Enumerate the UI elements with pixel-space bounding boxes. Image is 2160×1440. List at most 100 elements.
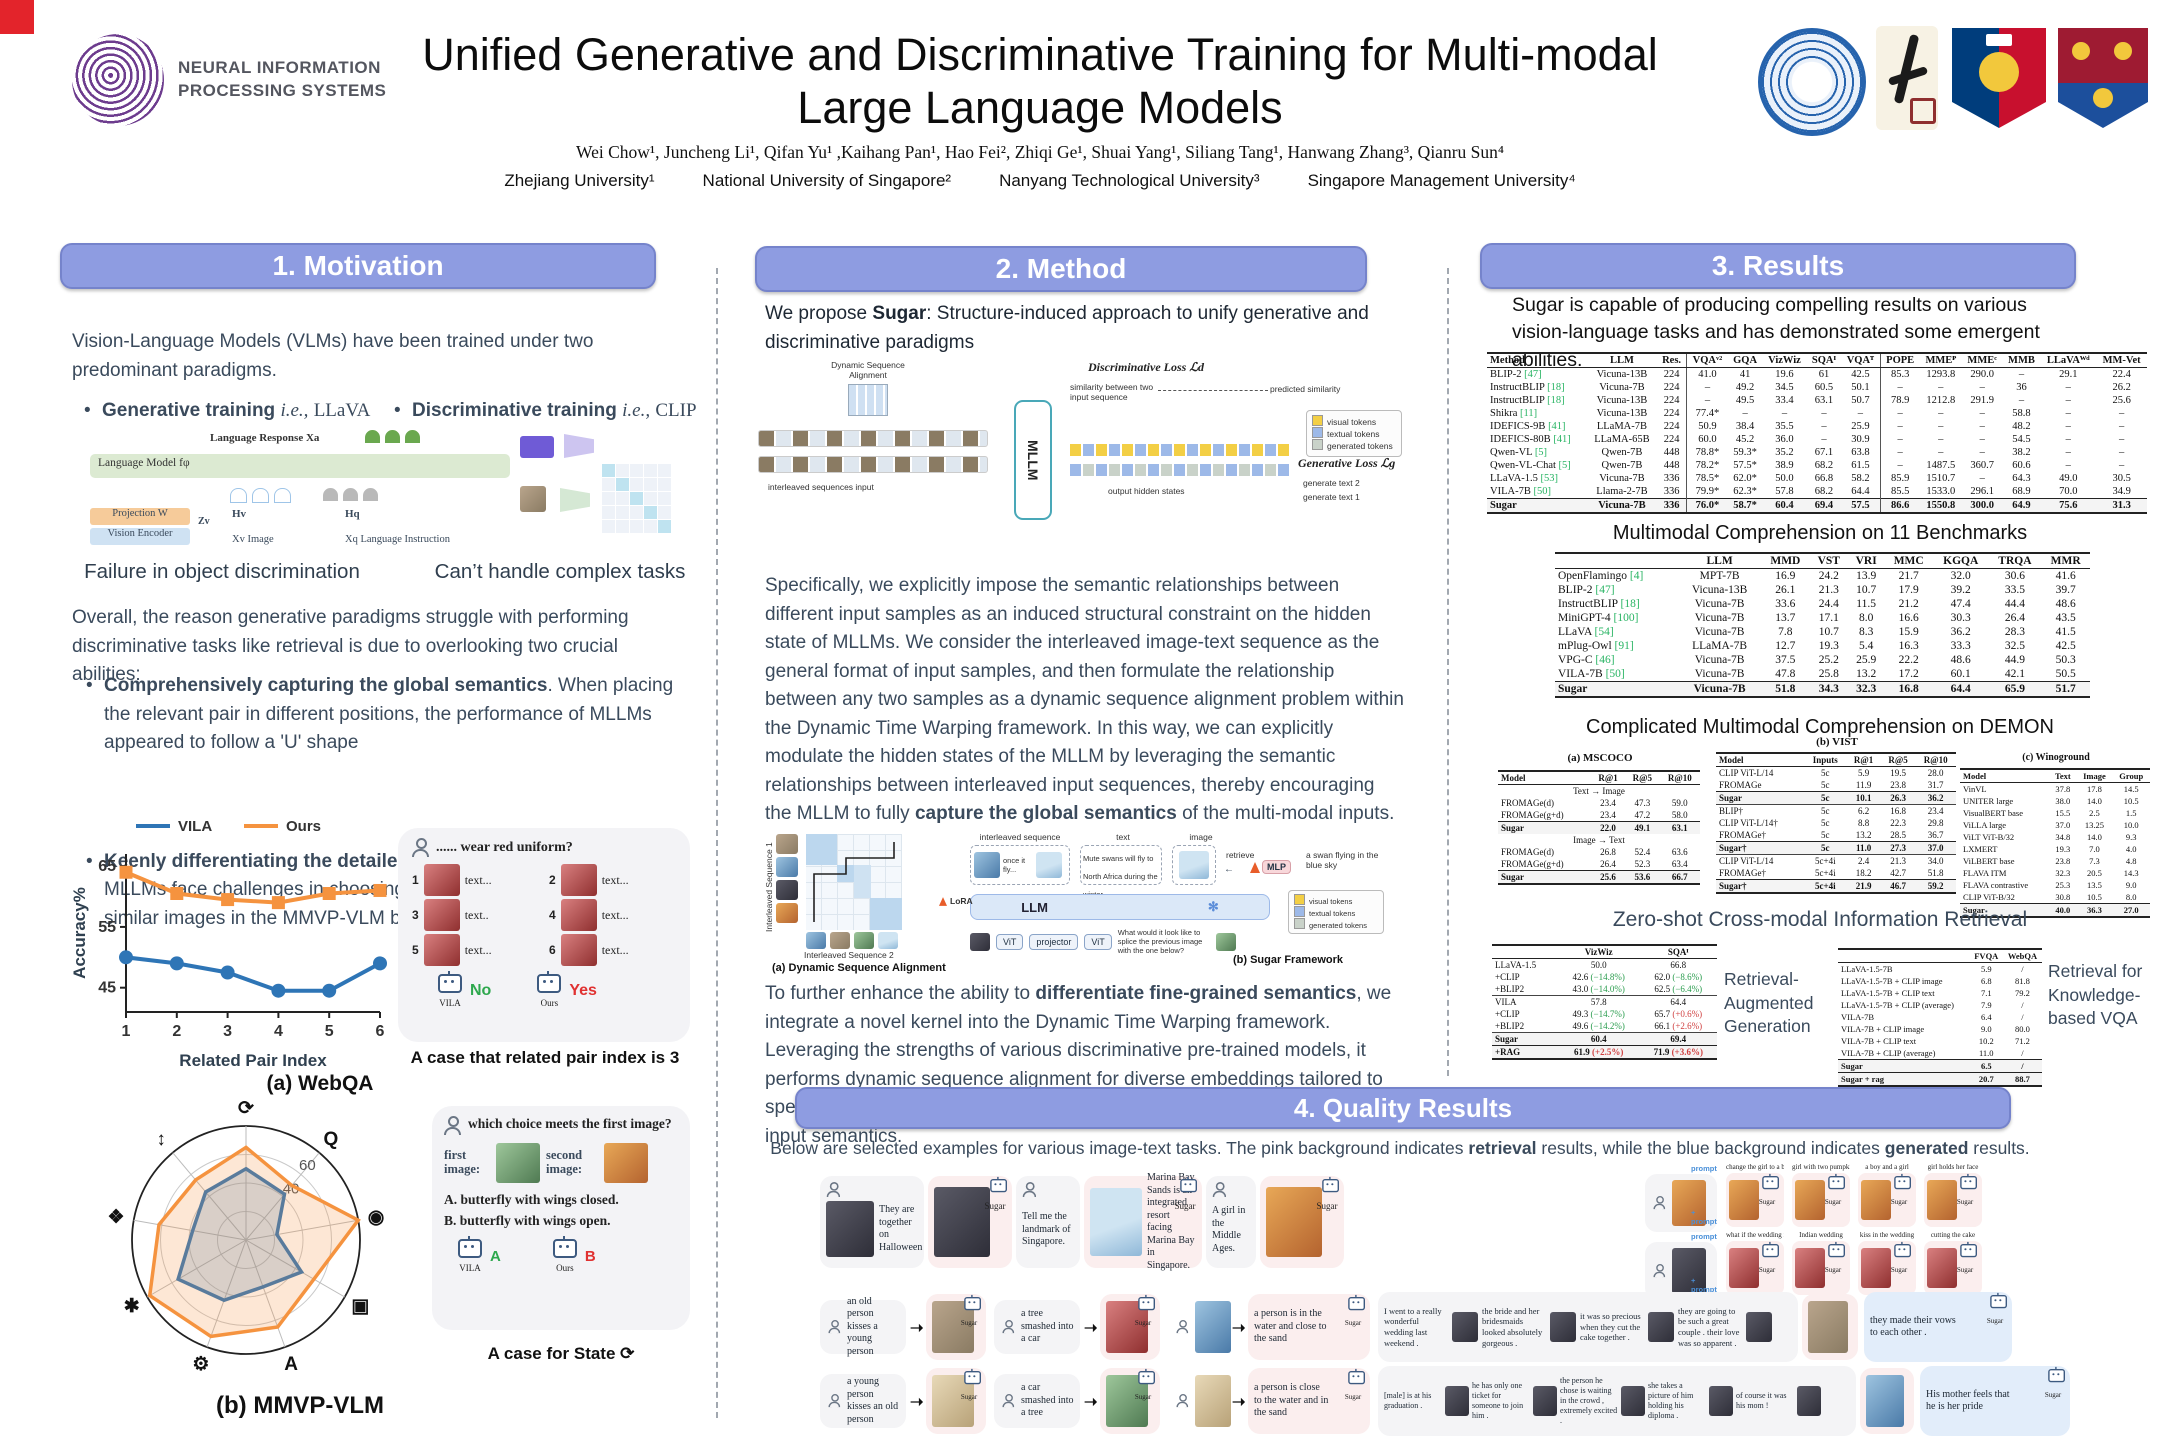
case2-question: which choice meets the first image?: [468, 1116, 672, 1131]
example2-question: Tell me the landmark of Singapore.: [1022, 1211, 1071, 1248]
svg-text:✱: ✱: [124, 1296, 140, 1317]
winoground-table: Model Text Image Group VinVL 37.8 17.8 14.5 UNIT…: [1960, 768, 2150, 918]
edit-example-title: girl holds her face: [1927, 1164, 1979, 1171]
llava-xq-label: Xq Language Instruction: [345, 534, 450, 545]
interleaved-strip-2: [758, 456, 988, 473]
user-icon: [1022, 1182, 1037, 1198]
wino-caption: (c) Winoground: [2022, 752, 2090, 763]
image-box-label: image: [1189, 832, 1213, 842]
sugar-robot-icon: [1990, 1292, 2007, 1309]
edit-example: Indian wedding Sugar: [1792, 1232, 1850, 1295]
affiliation-item: Zhejiang University¹: [504, 171, 655, 191]
arrow-icon: ➝: [1232, 1320, 1246, 1337]
section-heading-method: 2. Method: [755, 246, 1367, 292]
text-box-label: text: [1116, 832, 1130, 842]
sugar-robot-icon: [1180, 1176, 1197, 1193]
case1-item-number: 5: [412, 943, 419, 957]
svg-text:A: A: [284, 1354, 298, 1375]
zhejiang-university-logo: [1758, 28, 1866, 136]
token-row-2: [1070, 464, 1290, 476]
photo-placeholder: [1927, 1247, 1957, 1288]
photo-placeholder: [1729, 1179, 1759, 1220]
vist-caption: (b) VIST: [1816, 736, 1858, 748]
calligraphy-logo: [1876, 26, 1938, 130]
edit-example-title: what if the wedding in 1950s?: [1726, 1232, 1784, 1239]
sugar-robot-icon: [1348, 1294, 1365, 1311]
case1-item-number: 4: [549, 908, 556, 922]
discriminative-bullet-italic: i.e.,: [622, 400, 651, 421]
predicted-similarity-label: predicted similarity: [1270, 384, 1341, 394]
generated-token-swatch: [1312, 439, 1323, 451]
arrow-icon: ➝: [1084, 1394, 1098, 1411]
prompt-plus-label: + prompt: [1691, 1208, 1717, 1226]
story2-part: she takes a picture of him holding his d…: [1648, 1381, 1694, 1420]
edit-example: cutting the cake Sugar: [1924, 1232, 1982, 1295]
interleaved-strip-1: [758, 430, 988, 447]
photo-placeholder: [423, 899, 460, 931]
svg-text:⚙: ⚙: [192, 1354, 209, 1375]
story1-part: it was so precious when they cut the cak…: [1580, 1311, 1641, 1343]
dsa-label: Dynamic Sequence Alignment: [831, 360, 905, 381]
sugar-robot-icon: [1762, 1241, 1779, 1257]
ntu-crest-logo: [1952, 28, 2046, 128]
affiliation-item: Singapore Management University⁴: [1307, 171, 1576, 191]
photo-placeholder: [496, 1143, 540, 1183]
generative-bullet-rest: LLaVA: [313, 400, 371, 421]
case1-items: 1 text... 2 text... 3 text.. 4: [412, 864, 676, 966]
user-icon: [1653, 1264, 1666, 1278]
textual-token-swatch: [1312, 427, 1323, 439]
photo-placeholder: [1266, 1187, 1322, 1257]
caption-generative: Failure in object discrimination: [84, 560, 360, 583]
photo-placeholder: [604, 1143, 648, 1183]
photo-placeholder: [934, 1187, 990, 1257]
user-icon: [1176, 1320, 1189, 1334]
case2-caption: A case for State ⟳: [487, 1344, 635, 1363]
svg-text:Ours: Ours: [286, 818, 321, 835]
flame-icon: [939, 897, 947, 906]
sugar-robot-icon: [1828, 1173, 1845, 1189]
story2-part: of course it was his mom !: [1736, 1391, 1787, 1410]
photo-placeholder: [1927, 1179, 1957, 1220]
llava-vision-encoder-box: Vision Encoder: [90, 528, 190, 545]
flame-icon: [1250, 861, 1260, 873]
svg-text:4: 4: [274, 1023, 283, 1040]
generative-loss-label: Generative Loss ℒg: [1298, 456, 1396, 470]
story1-part: I went to a really wonderful wedding las…: [1384, 1305, 1442, 1348]
story2-part: the person he chose is waiting in the cr…: [1560, 1376, 1618, 1425]
interleaved-input-label: interleaved sequences input: [768, 482, 874, 492]
discriminative-loss-label: Discriminative Loss ℒd: [1088, 360, 1204, 374]
poster-title-line1: Unified Generative and Discriminative Tr…: [422, 29, 1658, 80]
vist-table: Model Inputs R@1 R@5 R@10 CLIP ViT-L/14 5c 5.9 1…: [1716, 752, 1956, 894]
svg-text:◉: ◉: [368, 1207, 385, 1228]
section-heading-motivation: 1. Motivation: [60, 243, 656, 289]
edit-example: a boy and a girl Sugar: [1858, 1164, 1916, 1227]
arrow-icon: ➝: [1232, 1394, 1246, 1411]
similarity-label: similarity between two input sequence: [1070, 382, 1154, 403]
example3-user: A girl in the Middle Ages.: [1206, 1176, 1256, 1268]
photo-placeholder: [423, 864, 460, 896]
seq2-axis-label: Interleaved Sequence 2: [804, 950, 894, 960]
photo-placeholder: [1550, 1312, 1576, 1342]
photo-placeholder: [1195, 1375, 1231, 1427]
example1-sugar: Sugar: [928, 1176, 1012, 1268]
photo-placeholder: [560, 864, 597, 896]
story1-part: the bride and her bridesmaids looked abs…: [1482, 1305, 1543, 1348]
svg-text:Related Pair Index: Related Pair Index: [179, 1051, 327, 1070]
vit-chip-2: ViT: [1084, 933, 1112, 950]
llava-zv-label: Zv: [198, 516, 210, 527]
pair3-text: a young person kisses an old person: [847, 1376, 899, 1425]
sugar-robot-icon: [1322, 1176, 1339, 1193]
edit-examples-rowA: change the girl to a boy Sugar girl with…: [1726, 1164, 1982, 1227]
svg-text:3: 3: [223, 1023, 232, 1040]
example3-sugar: Sugar: [1260, 1176, 1344, 1268]
sugar-robot-icon: [1828, 1241, 1845, 1257]
sugar-robot-icon: [1960, 1241, 1977, 1257]
interleaved-seq-label: interleaved sequence: [979, 832, 1061, 842]
case1-item-text: text..: [464, 907, 489, 922]
img2txt2-user: [1168, 1368, 1231, 1434]
case2-optionA: A. butterfly with wings closed.: [444, 1192, 619, 1207]
arrow-icon: ➝: [1084, 1320, 1098, 1337]
text-box: Mute swans will fly to North Africa duri…: [1080, 845, 1162, 899]
vit-chip-1: ViT: [996, 933, 1024, 950]
mscoco-table: Model R@1 R@5 R@10 Text → Image FROMAGe(d) 23.…: [1498, 770, 1700, 885]
